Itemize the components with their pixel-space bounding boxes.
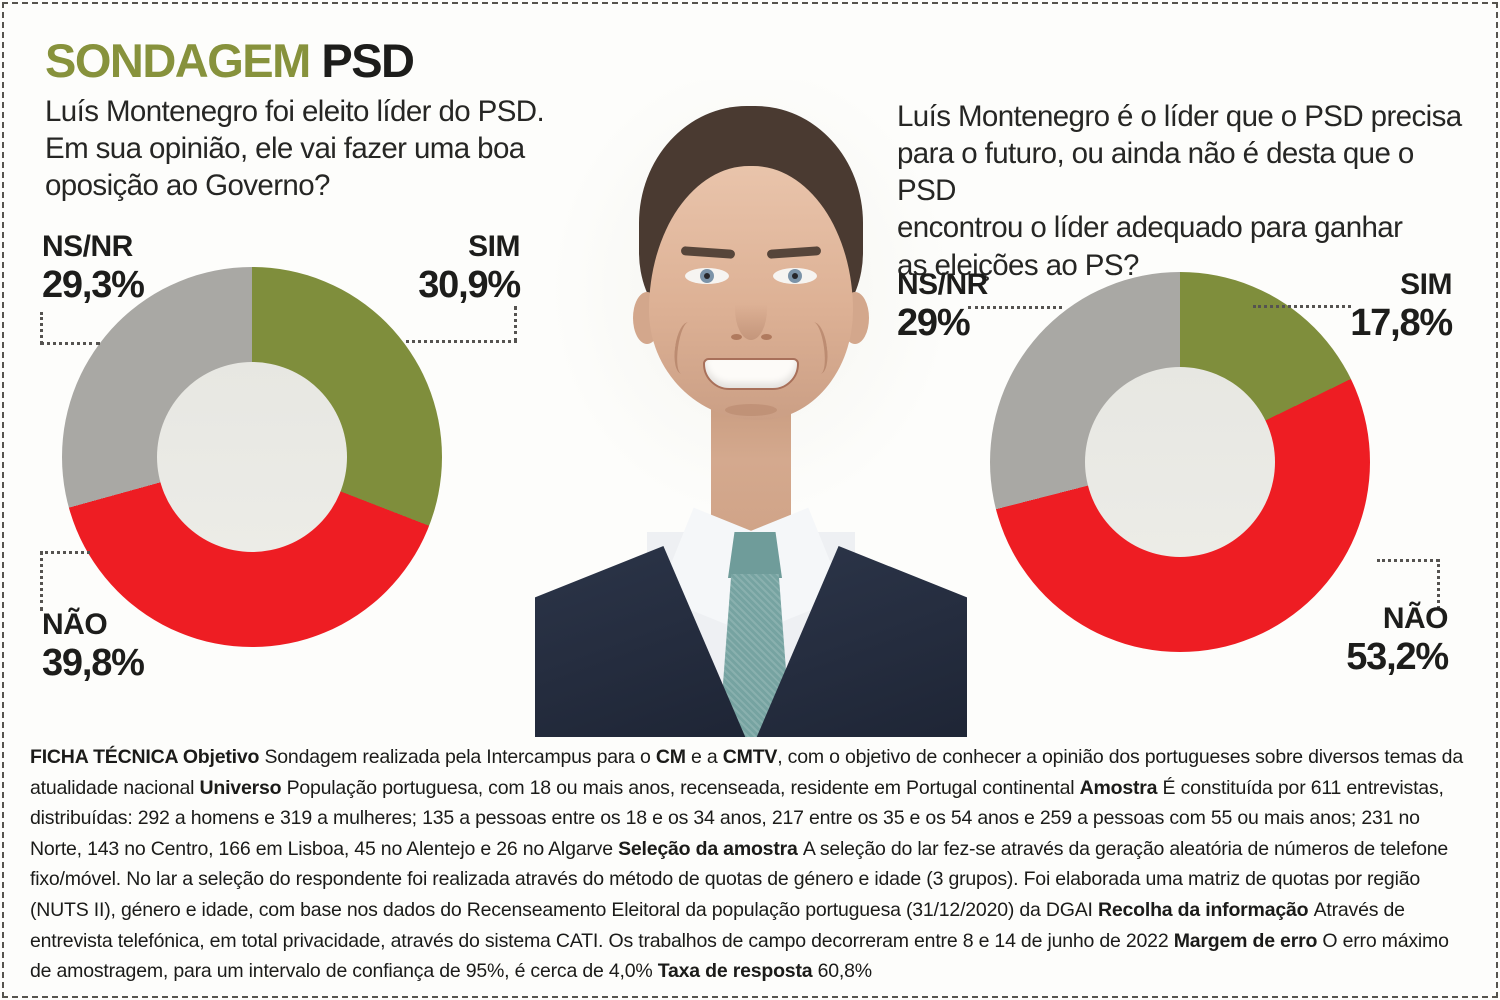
donut-chart-left — [62, 267, 442, 647]
portrait-eye-left — [685, 268, 729, 284]
portrait-iris-right — [788, 269, 802, 283]
label-left-sim: SIM 30,9% — [330, 230, 521, 306]
label-right-nao: NÃO 53,2% — [1258, 602, 1449, 678]
title-rest: PSD — [321, 34, 415, 87]
label-right-nao-value: 53,2% — [1346, 635, 1449, 678]
leader-left-nsnr-vertical — [40, 312, 43, 344]
label-left-nao-value: 39,8% — [42, 641, 145, 684]
leader-right-nao-horizontal — [1377, 559, 1439, 562]
leader-left-nao-vertical — [40, 551, 43, 611]
label-left-nsnr-value: 29,3% — [42, 263, 145, 306]
leader-left-sim-vertical — [514, 306, 517, 342]
question-left: Luís Montenegro foi eleito líder do PSD.… — [45, 95, 545, 203]
page-title: SONDAGEM PSD — [45, 33, 415, 88]
label-left-nsnr: NS/NR 29,3% — [42, 230, 145, 306]
donut-hole-right — [1085, 367, 1275, 557]
leader-left-nsnr-horizontal — [40, 342, 100, 345]
portrait-tie-knot — [728, 532, 782, 578]
portrait-nose — [735, 278, 767, 340]
label-right-nao-name: NÃO — [1382, 602, 1449, 635]
leader-right-nao-vertical — [1437, 559, 1440, 609]
label-left-nsnr-name: NS/NR — [42, 230, 133, 263]
donut-chart-right — [990, 272, 1370, 652]
question-right: Luís Montenegro é o líder que o PSD prec… — [897, 100, 1462, 282]
title-accent: SONDAGEM — [45, 34, 311, 87]
portrait-nostril-left — [731, 334, 742, 340]
label-left-nao: NÃO 39,8% — [42, 608, 145, 684]
label-right-sim: SIM 17,8% — [1282, 268, 1453, 344]
portrait-mouth — [703, 358, 799, 390]
label-right-sim-name: SIM — [1400, 268, 1452, 301]
label-left-sim-name: SIM — [468, 230, 520, 263]
label-left-sim-value: 30,9% — [418, 263, 521, 306]
portrait-nostril-right — [761, 334, 772, 340]
label-right-nsnr-value: 29% — [897, 301, 971, 344]
leader-right-sim-horizontal — [1253, 305, 1351, 308]
label-left-nao-name: NÃO — [42, 608, 108, 641]
leader-left-sim-horizontal — [406, 340, 517, 343]
leader-left-nao-horizontal — [40, 551, 90, 554]
label-right-sim-value: 17,8% — [1350, 301, 1453, 344]
leader-right-nsnr-horizontal — [968, 306, 1062, 309]
label-right-nsnr-name: NS/NR — [897, 268, 988, 301]
portrait-pupil-left — [704, 273, 710, 279]
donut-hole-left — [157, 362, 347, 552]
portrait-eye-right — [773, 268, 817, 284]
portrait-chin-shadow — [725, 404, 777, 416]
ficha-tecnica-paragraph: FICHA TÉCNICA Objetivo Sondagem realizad… — [30, 746, 1463, 983]
label-right-nsnr: NS/NR 29% — [897, 268, 988, 344]
portrait-photo — [535, 80, 967, 737]
portrait-iris-left — [700, 269, 714, 283]
portrait-pupil-right — [792, 273, 798, 279]
